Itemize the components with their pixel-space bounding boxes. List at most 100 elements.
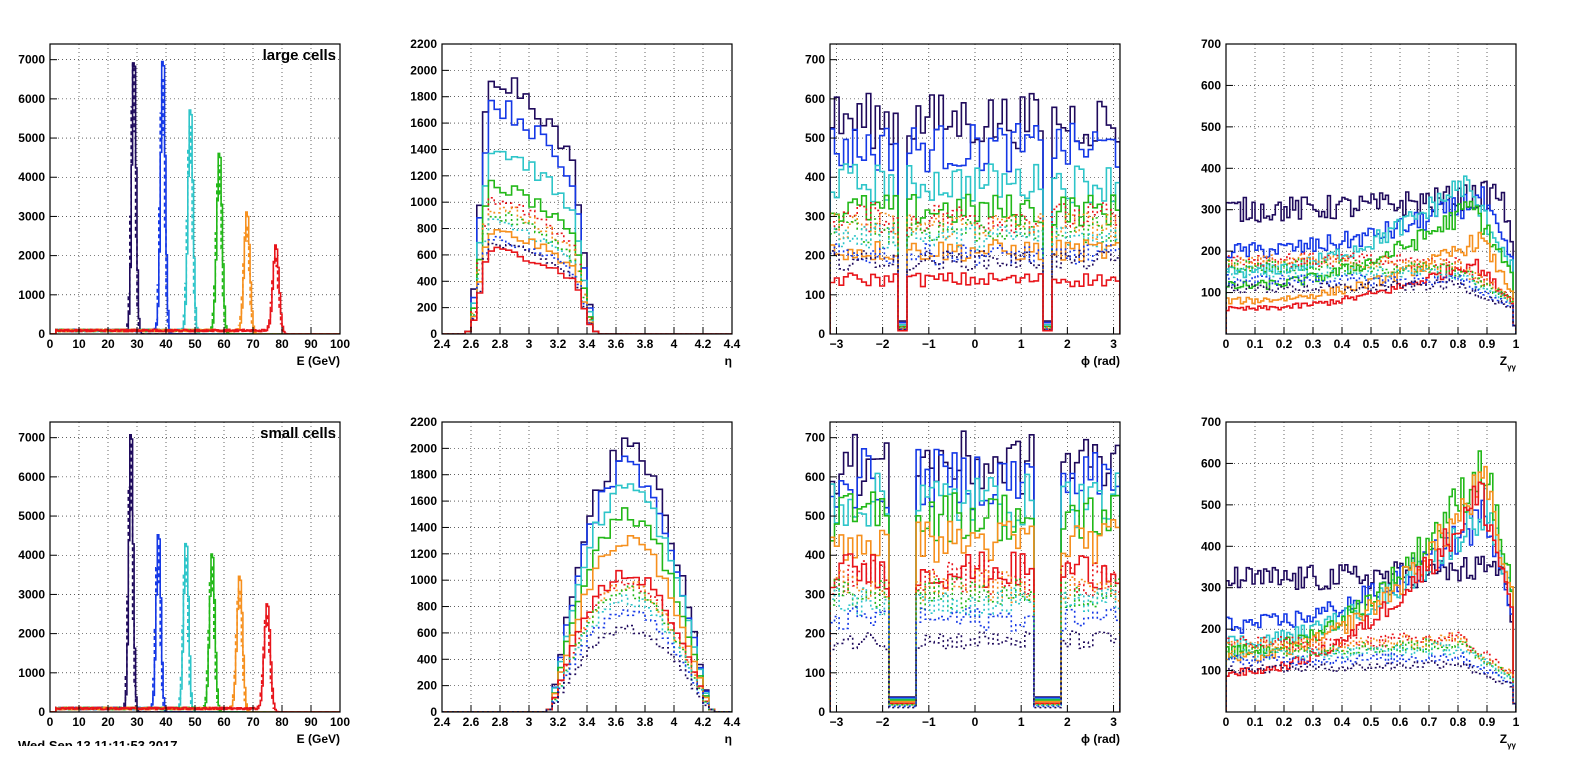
panel-label: small cells xyxy=(260,425,336,442)
x-tick-label: 3.4 xyxy=(579,337,596,351)
x-tick-label: 2.6 xyxy=(463,715,480,729)
series-group xyxy=(50,434,340,712)
series-blue-dotted xyxy=(442,609,732,712)
x-tick-label: 0 xyxy=(972,337,979,351)
series-green-dotted xyxy=(442,585,732,712)
series-blue-dotted xyxy=(1226,652,1516,712)
x-tick-label: 90 xyxy=(304,715,318,729)
x-axis-title: η xyxy=(725,732,732,746)
series-cyan-solid xyxy=(442,150,732,334)
x-tick-label: 2 xyxy=(1064,715,1071,729)
x-tick-label: 0.1 xyxy=(1247,337,1264,351)
y-tick-label: 1000 xyxy=(18,666,45,680)
x-tick-label: 3.6 xyxy=(608,337,625,351)
y-tick-label: 5000 xyxy=(18,509,45,523)
x-tick-label: 4 xyxy=(671,337,678,351)
y-tick-label: 200 xyxy=(1201,244,1221,258)
x-tick-label: 0.9 xyxy=(1479,337,1496,351)
x-tick-label: 100 xyxy=(330,715,350,729)
x-tick-label: 70 xyxy=(246,715,260,729)
series-cyan-dotted xyxy=(442,218,732,334)
y-tick-label: 3000 xyxy=(18,587,45,601)
series-cyan-dotted xyxy=(1226,642,1516,712)
x-axis-title: ϕ (rad) xyxy=(1081,354,1120,368)
x-tick-label: 0.8 xyxy=(1450,715,1467,729)
series-navy-dotted xyxy=(442,624,732,712)
x-tick-label: −1 xyxy=(922,715,936,729)
x-tick-label: −2 xyxy=(876,715,890,729)
x-axis-title: Zγγ xyxy=(1500,354,1517,372)
series-orange-dotted xyxy=(830,212,1120,334)
y-tick-label: 200 xyxy=(417,679,437,693)
x-axis-title: ϕ (rad) xyxy=(1081,732,1120,746)
y-tick-label: 7000 xyxy=(18,431,45,445)
series-red-solid xyxy=(50,603,340,712)
series-red-dotted xyxy=(830,559,1120,712)
series-cyan-solid xyxy=(1226,487,1516,712)
series-orange-dotted xyxy=(1226,632,1516,712)
x-tick-label: 4.4 xyxy=(724,715,741,729)
x-tick-label: 3 xyxy=(1110,715,1117,729)
series-blue-dashed xyxy=(50,79,340,334)
y-tick-label: 1800 xyxy=(410,90,437,104)
x-tick-label: 0.9 xyxy=(1479,715,1496,729)
series-group xyxy=(1226,450,1516,712)
x-axis-title: Zγγ xyxy=(1500,732,1517,750)
y-tick-label: 1200 xyxy=(410,169,437,183)
y-tick-label: 300 xyxy=(1201,203,1221,217)
x-tick-label: 10 xyxy=(72,337,86,351)
x-tick-label: 3.8 xyxy=(637,337,654,351)
x-tick-label: 2 xyxy=(1064,337,1071,351)
y-tick-label: 0 xyxy=(818,705,825,719)
y-tick-label: 0 xyxy=(38,327,45,341)
y-tick-label: 2000 xyxy=(18,249,45,263)
series-group xyxy=(442,77,732,334)
series-blue-solid xyxy=(1226,186,1516,334)
y-tick-label: 500 xyxy=(1201,498,1221,512)
y-tick-label: 6000 xyxy=(18,92,45,106)
y-tick-label: 400 xyxy=(805,548,825,562)
series-cyan-dotted xyxy=(830,223,1120,334)
y-tick-label: 200 xyxy=(417,301,437,315)
y-tick-label: 300 xyxy=(1201,581,1221,595)
y-tick-label: 1000 xyxy=(18,288,45,302)
y-tick-label: 2200 xyxy=(410,37,437,51)
x-tick-label: 2.8 xyxy=(492,715,509,729)
y-tick-label: 800 xyxy=(417,600,437,614)
x-tick-label: 1 xyxy=(1018,337,1025,351)
panel-1: 0 10 20 30 40 50 60 70 80 90 100010002000300040005… xyxy=(18,43,350,368)
y-tick-label: 1800 xyxy=(410,468,437,482)
y-tick-label: 3000 xyxy=(18,209,45,223)
x-tick-label: 30 xyxy=(130,337,144,351)
series-blue-solid xyxy=(442,99,732,334)
series-orange-dotted xyxy=(830,569,1120,712)
x-tick-label: 30 xyxy=(130,715,144,729)
x-tick-label: 0.5 xyxy=(1363,715,1380,729)
x-tick-label: 0.4 xyxy=(1334,715,1351,729)
series-group xyxy=(1226,175,1516,334)
x-tick-label: 3.2 xyxy=(550,715,567,729)
y-tick-label: 300 xyxy=(805,209,825,223)
panel-6: 2.4 2.6 2.8 3 3.2 3.4 3.6 3.8 4 4.2 4.4 0 200 400 600 8… xyxy=(410,415,740,746)
x-tick-label: 80 xyxy=(275,337,289,351)
series-orange-solid xyxy=(1226,231,1516,334)
x-tick-label: 2.4 xyxy=(434,715,451,729)
x-axis-title: η xyxy=(725,354,732,368)
y-tick-label: 500 xyxy=(805,131,825,145)
y-tick-label: 400 xyxy=(417,652,437,666)
x-tick-label: 0.3 xyxy=(1305,337,1322,351)
x-tick-label: 0 xyxy=(972,715,979,729)
x-tick-label: 50 xyxy=(188,337,202,351)
y-tick-label: 1600 xyxy=(410,116,437,130)
y-tick-label: 1600 xyxy=(410,494,437,508)
x-tick-label: 0.7 xyxy=(1421,715,1438,729)
x-tick-label: 3.6 xyxy=(608,715,625,729)
y-tick-label: 500 xyxy=(1201,120,1221,134)
panel-4: 0 0.1 0.2 0.3 0.4 0.5 0.6 0.7 0.8 0.9 1 100 200 300 40… xyxy=(1201,37,1520,372)
series-navy-solid xyxy=(830,92,1120,334)
y-tick-label: 700 xyxy=(1201,415,1221,429)
series-navy-dotted xyxy=(830,630,1120,712)
x-tick-label: 4.2 xyxy=(695,337,712,351)
x-tick-label: 20 xyxy=(101,715,115,729)
